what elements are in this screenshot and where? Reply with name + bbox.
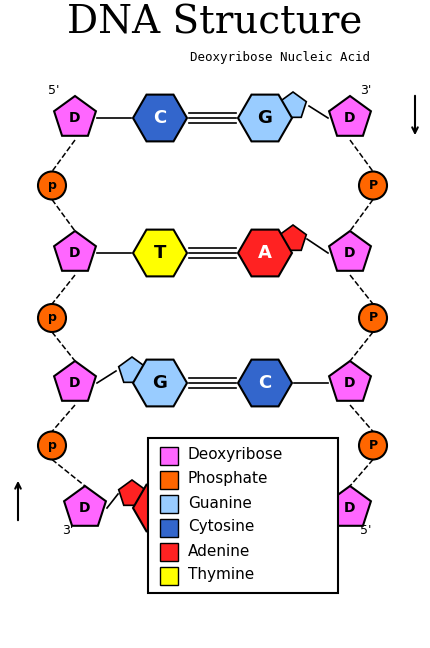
Bar xyxy=(160,447,178,465)
Polygon shape xyxy=(64,486,106,526)
Text: p: p xyxy=(47,312,56,325)
Text: Guanine: Guanine xyxy=(187,496,251,511)
Polygon shape xyxy=(133,229,187,277)
Polygon shape xyxy=(237,485,291,531)
Circle shape xyxy=(358,172,386,200)
Text: P: P xyxy=(368,439,377,452)
Text: T: T xyxy=(154,244,166,262)
Text: DNA Structure: DNA Structure xyxy=(67,5,362,41)
Polygon shape xyxy=(237,360,291,406)
Polygon shape xyxy=(279,225,306,250)
Text: G: G xyxy=(152,374,167,392)
Text: p: p xyxy=(47,439,56,452)
Text: D: D xyxy=(344,246,355,260)
Text: D: D xyxy=(344,111,355,125)
Polygon shape xyxy=(118,480,145,505)
Text: P: P xyxy=(368,179,377,192)
Polygon shape xyxy=(133,95,187,141)
Bar xyxy=(160,567,178,585)
Text: Deoxyribose Nucleic Acid: Deoxyribose Nucleic Acid xyxy=(190,51,369,65)
Text: Phosphate: Phosphate xyxy=(187,472,268,487)
Polygon shape xyxy=(329,96,370,136)
Polygon shape xyxy=(237,95,291,141)
Text: 5': 5' xyxy=(48,84,59,97)
Text: Thymine: Thymine xyxy=(187,568,254,583)
Bar xyxy=(160,471,178,489)
Text: D: D xyxy=(69,246,80,260)
Circle shape xyxy=(38,432,66,459)
Text: Cytosine: Cytosine xyxy=(187,520,254,535)
Circle shape xyxy=(38,172,66,200)
Text: A: A xyxy=(258,244,271,262)
Polygon shape xyxy=(237,229,291,277)
Polygon shape xyxy=(54,96,96,136)
Text: D: D xyxy=(69,376,80,390)
Text: C: C xyxy=(258,374,271,392)
Text: p: p xyxy=(47,179,56,192)
Polygon shape xyxy=(118,357,145,382)
Polygon shape xyxy=(133,360,187,406)
Text: 5': 5' xyxy=(359,524,371,537)
Polygon shape xyxy=(329,231,370,271)
Text: C: C xyxy=(153,109,166,127)
Text: G: G xyxy=(257,109,272,127)
Circle shape xyxy=(358,432,386,459)
Polygon shape xyxy=(329,361,370,401)
Text: D: D xyxy=(344,376,355,390)
Polygon shape xyxy=(329,486,370,526)
Text: D: D xyxy=(69,111,80,125)
Text: D: D xyxy=(344,501,355,515)
Bar xyxy=(147,438,337,593)
Bar xyxy=(160,495,178,513)
Polygon shape xyxy=(54,231,96,271)
Text: D: D xyxy=(79,501,91,515)
Text: A: A xyxy=(153,499,166,517)
Text: T: T xyxy=(258,499,270,517)
Text: 3': 3' xyxy=(359,84,371,97)
Bar xyxy=(160,543,178,561)
Circle shape xyxy=(358,304,386,332)
Circle shape xyxy=(38,304,66,332)
Text: Adenine: Adenine xyxy=(187,544,250,559)
Polygon shape xyxy=(133,485,187,531)
Polygon shape xyxy=(54,361,96,401)
Text: P: P xyxy=(368,312,377,325)
Text: 3': 3' xyxy=(62,524,73,537)
Bar xyxy=(160,519,178,537)
Text: Deoxyribose: Deoxyribose xyxy=(187,448,283,463)
Polygon shape xyxy=(279,92,306,117)
